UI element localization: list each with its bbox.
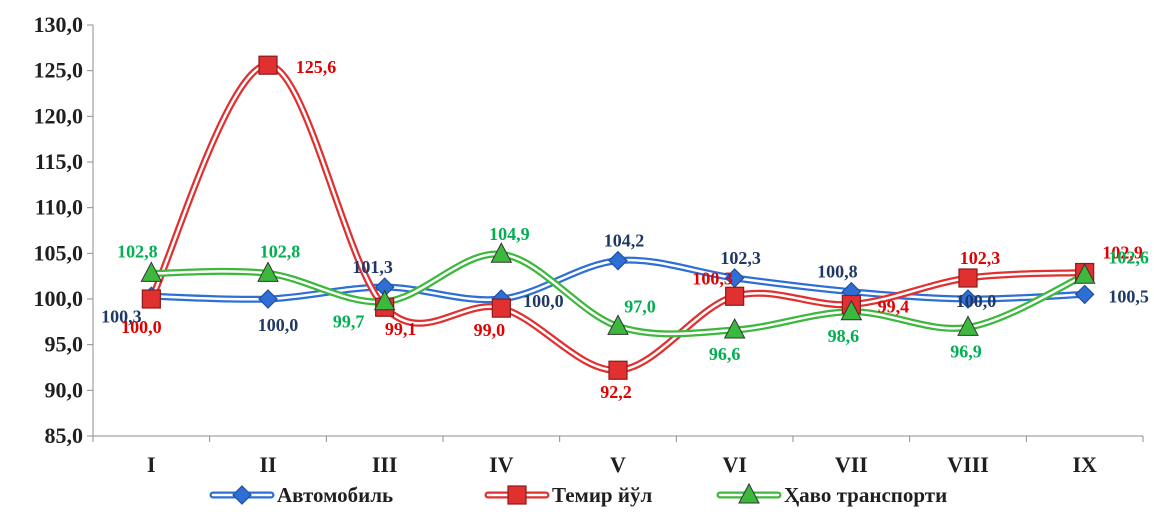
y-tick-label: 130,0 — [34, 12, 84, 37]
series-3-marker — [490, 242, 513, 263]
data-label: 125,6 — [296, 57, 337, 77]
data-label: 102,3 — [960, 248, 1001, 268]
data-label: 100,8 — [817, 262, 858, 282]
series-1-marker — [258, 289, 278, 309]
series-1-marker — [1074, 284, 1095, 305]
series-3-marker — [373, 289, 396, 311]
x-tick-label: IX — [1072, 452, 1097, 477]
series-1-marker — [608, 250, 628, 271]
legend: Автомобиль Темир йўл Ҳаво транспорти — [209, 482, 947, 507]
data-label: 102,8 — [117, 241, 158, 261]
series-2-marker — [491, 298, 511, 318]
series-3-marker — [1073, 263, 1096, 284]
data-label: 102,9 — [1102, 243, 1143, 263]
data-label: 102,8 — [260, 241, 301, 261]
data-label: 100,5 — [1108, 286, 1149, 306]
series-3-marker — [140, 261, 163, 282]
data-label: 100,3 — [692, 268, 733, 288]
series-2-marker — [258, 55, 278, 75]
y-tick-label: 125,0 — [34, 58, 84, 83]
series-3-marker — [257, 261, 279, 282]
legend-marker-3 — [738, 482, 760, 504]
y-tick-label: 110,0 — [35, 195, 83, 220]
series-2-marker — [958, 268, 978, 288]
series-3-marker — [840, 299, 863, 321]
data-label: 101,3 — [352, 257, 393, 277]
data-label: 100,0 — [121, 317, 162, 337]
series-2-marker — [141, 289, 161, 309]
series-3-marker — [957, 315, 979, 336]
x-tick-label: VIII — [947, 452, 989, 477]
x-tick-label: VI — [722, 452, 746, 477]
x-tick-label: IV — [489, 452, 514, 477]
x-tick-label: III — [372, 452, 398, 477]
y-tick-label: 85,0 — [45, 423, 84, 448]
legend-label: Автомобиль — [277, 483, 393, 507]
x-tick-label: II — [259, 452, 276, 477]
data-label: 99,0 — [474, 320, 506, 340]
data-label: 97,0 — [624, 296, 656, 316]
data-label: 99,4 — [878, 296, 910, 316]
y-tick-label: 115,0 — [35, 149, 83, 174]
data-label: 100,0 — [258, 315, 299, 335]
series-3-marker — [607, 314, 629, 335]
y-tick-label: 95,0 — [45, 332, 84, 357]
series-markers — [140, 55, 1096, 380]
data-label: 96,9 — [950, 341, 982, 361]
y-tick-label: 120,0 — [34, 103, 84, 128]
data-label: 98,6 — [828, 326, 860, 346]
y-tick-label: 100,0 — [34, 286, 84, 311]
series-2-marker — [725, 286, 745, 306]
data-label: 100,3 — [101, 306, 142, 326]
data-label: 102,3 — [720, 248, 761, 268]
data-label: 100,0 — [956, 291, 997, 311]
legend-marker-2 — [507, 485, 527, 505]
data-label: 100,0 — [523, 291, 564, 311]
data-label: 102,6 — [1108, 247, 1149, 267]
y-tick-label: 90,0 — [45, 377, 84, 402]
data-labels: 100,3 100,0101,3100,0104,2102,3100,8100,0… — [101, 57, 1149, 402]
data-label: 104,2 — [604, 231, 645, 251]
x-tick-label: VII — [835, 452, 868, 477]
series-1-marker — [958, 289, 978, 309]
legend-label: Темир йўл — [552, 483, 652, 507]
data-label: 104,9 — [489, 224, 530, 244]
data-label: 99,1 — [385, 319, 417, 339]
legend-marker-1 — [232, 485, 252, 505]
legend-label: Ҳаво транспорти — [784, 483, 947, 507]
data-label: 99,7 — [333, 312, 365, 332]
axes: 85,0 90,0 95,0 100,0 105,0 110,0 115,0 120,0 125… — [34, 12, 1144, 477]
series-2-marker — [608, 360, 628, 380]
series-3-marker — [723, 317, 746, 339]
x-tick-label: I — [147, 452, 156, 477]
y-tick-label: 105,0 — [34, 240, 84, 265]
data-label: 92,2 — [600, 382, 632, 402]
x-tick-label: V — [610, 452, 626, 477]
data-label: 96,6 — [709, 344, 741, 364]
